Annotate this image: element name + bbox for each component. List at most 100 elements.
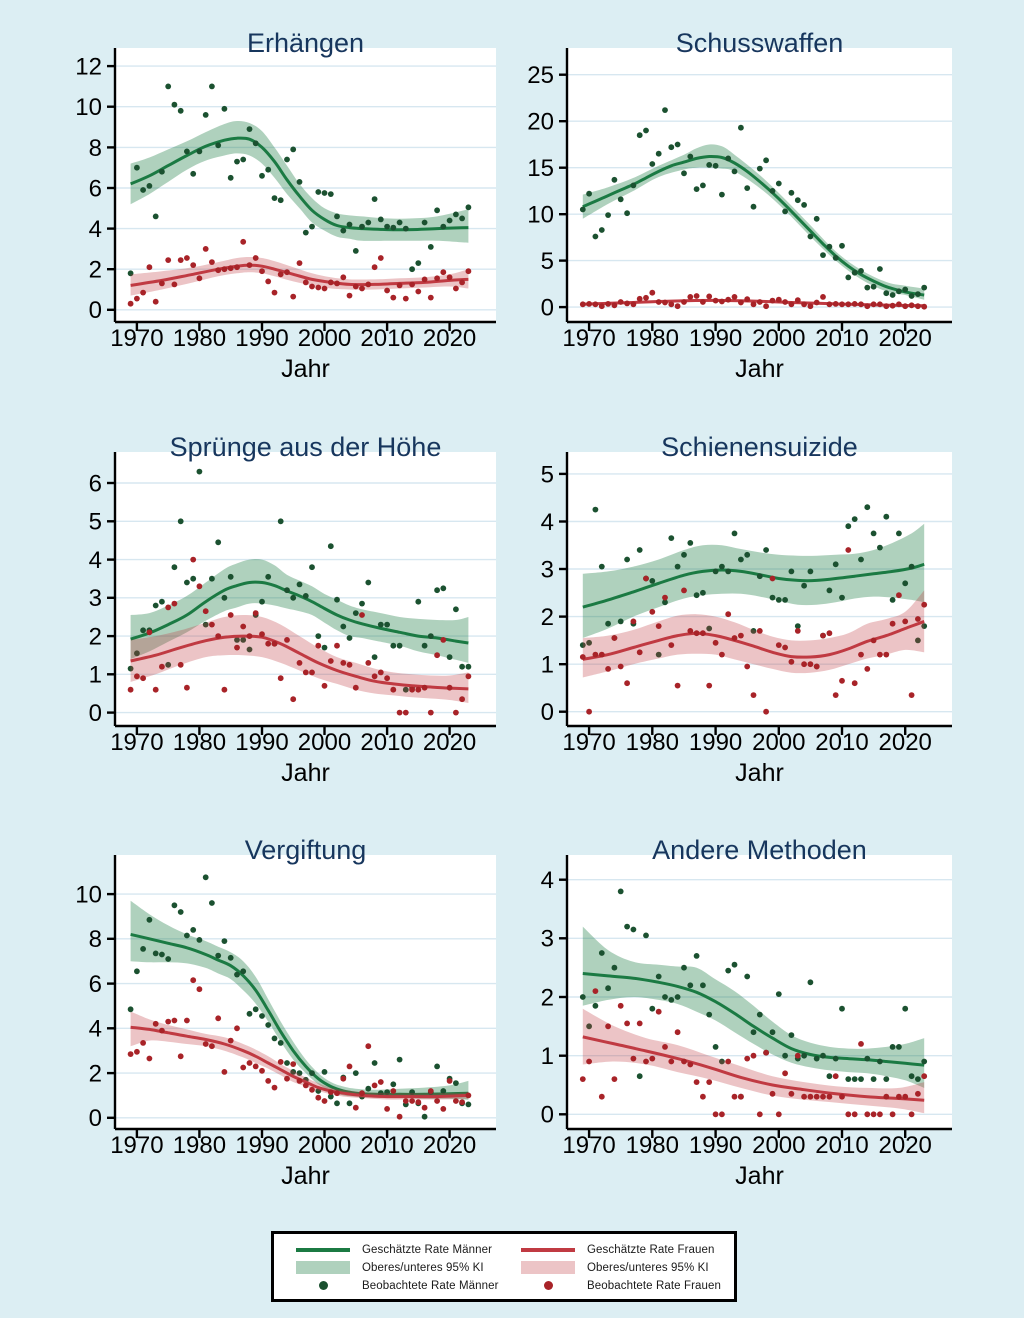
x-tick-label: 1980 [173,1132,226,1159]
y-tick-label: 4 [541,509,554,536]
chart-vergiftung: 0 2 4 6 8 10 1970 1980 1990 2000 2010 2020 Jahr Vergi… [75,835,496,1190]
y-tick-label: 2 [89,624,102,651]
line-maenner [582,154,925,297]
chart-panel-andere: 0 1 2 3 4 1970 1980 1990 2000 2010 2020 Jahr Andere … [512,823,1024,1223]
line-maenner [582,562,925,609]
y-tick-label: 4 [541,867,554,894]
y-tick-label: 3 [541,926,554,953]
chart-schienensuizide: 0 1 2 3 4 5 1970 1980 1990 2000 2010 2020 Jahr Schien… [541,432,952,787]
y-tick-label: 2 [89,1061,102,1088]
x-tick-label: 1990 [235,1132,288,1159]
legend-swatch-cell [284,1261,362,1274]
legend-swatch-cell [509,1281,587,1290]
legend-swatch-cell [284,1247,362,1252]
line-maenner [130,580,469,645]
legend-col-maenner: Geschätzte Rate Männer Oberes/unteres 95… [284,1241,509,1294]
x-tick-label: 1990 [235,325,288,352]
y-tick-label: 1 [541,652,554,679]
x-tick-label: 1970 [110,729,163,756]
panel-title: Erhängen [247,28,364,58]
x-axis-title: Jahr [281,759,330,787]
dots-frauen [127,556,472,716]
gridlines [567,473,952,713]
x-tick-label: 1990 [689,1132,742,1159]
y-tick-label: 2 [89,257,102,284]
x-tick-label: 2010 [360,729,413,756]
x-tick-label: 1970 [562,1132,615,1159]
y-tick-label: 6 [89,175,102,202]
chart-schusswaffen: 0 5 10 15 20 25 1970 1980 1990 2000 2010 2020 Jahr Sc… [527,28,952,383]
labels: 0 2 4 6 8 10 12 1970 1980 1990 2000 2010 2020 Jahr Erh… [75,28,476,383]
x-tick-label: 2010 [815,325,868,352]
band-frauen [582,1008,925,1114]
dots-frauen [579,988,928,1118]
line-frauen [130,634,469,691]
x-tick-label: 2020 [423,729,476,756]
x-tick-label: 2020 [879,1132,932,1159]
axes [559,48,952,331]
x-tick-label: 1970 [562,325,615,352]
legend-label: Oberes/unteres 95% KI [362,1261,484,1274]
band-maenner [582,926,925,1088]
chart-panel-erhaengen: 0 2 4 6 8 10 12 1970 1980 1990 2000 2010 2020 Jahr Erh… [0,16,512,416]
line-swatch-frauen-icon [521,1247,575,1252]
y-tick-label: 12 [75,54,102,81]
x-tick-label: 1990 [235,729,288,756]
x-tick-label: 1990 [689,325,742,352]
y-tick-label: 20 [527,109,554,136]
y-tick-label: 0 [541,1102,554,1129]
x-tick-label: 1970 [562,729,615,756]
plot-area [115,452,496,726]
y-tick-label: 5 [89,509,102,536]
chart-andere-methoden: 0 1 2 3 4 1970 1980 1990 2000 2010 2020 Jahr Andere … [541,835,952,1190]
labels: 0 1 2 3 4 5 6 1970 1980 1990 2000 2010 2020 Jahr Sprün… [89,432,477,787]
labels: 0 2 4 6 8 10 1970 1980 1990 2000 2010 2020 Jahr Vergi… [75,835,476,1190]
x-tick-label: 2010 [360,325,413,352]
legend-swatch-cell [284,1281,362,1290]
legend-label: Beobachtete Rate Frauen [587,1279,721,1292]
dots-frauen [579,289,928,310]
legend: Geschätzte Rate Männer Oberes/unteres 95… [271,1231,737,1302]
y-tick-label: 4 [89,1016,102,1043]
chart-panel-vergiftung: 0 2 4 6 8 10 1970 1980 1990 2000 2010 2020 Jahr Vergi… [0,823,512,1223]
x-tick-label: 2020 [423,325,476,352]
legend-label: Geschätzte Rate Männer [362,1243,493,1256]
x-tick-label: 2000 [298,325,351,352]
line-frauen [130,263,469,287]
labels: 0 1 2 3 4 5 1970 1980 1990 2000 2010 2020 Jahr Schien… [541,432,932,787]
x-tick-label: 1980 [173,325,226,352]
panel-title: Sprünge aus der Höhe [170,432,442,462]
legend-item-dot-maenner: Beobachtete Rate Männer [284,1277,509,1294]
legend-item-line-maenner: Geschätzte Rate Männer [284,1241,509,1258]
band-maenner [582,144,925,300]
plot-area [567,452,952,726]
labels: 0 5 10 15 20 25 1970 1980 1990 2000 2010 2020 Jahr Sc… [527,28,932,383]
y-tick-label: 0 [89,700,102,727]
dots-maenner [127,874,472,1120]
y-tick-label: 3 [89,585,102,612]
axes [107,452,496,735]
legend-col-frauen: Geschätzte Rate Frauen Oberes/unteres 95… [509,1241,734,1294]
y-tick-label: 5 [541,461,554,488]
y-tick-label: 25 [527,62,554,89]
x-tick-label: 2000 [752,729,805,756]
x-axis-title: Jahr [735,759,784,787]
dots-frauen [127,238,472,307]
panel-title: Vergiftung [245,835,367,865]
legend-swatch-cell [509,1261,587,1274]
axes [107,855,496,1138]
x-tick-label: 2020 [879,729,932,756]
band-swatch-frauen-icon [521,1261,575,1274]
x-tick-label: 2000 [752,325,805,352]
y-tick-label: 1 [89,662,102,689]
axes [559,452,952,735]
gridlines [115,65,496,311]
y-tick-label: 8 [89,135,102,162]
legend-item-band-maenner: Oberes/unteres 95% KI [284,1259,509,1276]
x-tick-label: 1980 [626,729,679,756]
y-tick-label: 0 [89,1105,102,1132]
y-tick-label: 10 [75,94,102,121]
line-swatch-maenner-icon [296,1247,350,1252]
line-frauen [582,1035,925,1102]
